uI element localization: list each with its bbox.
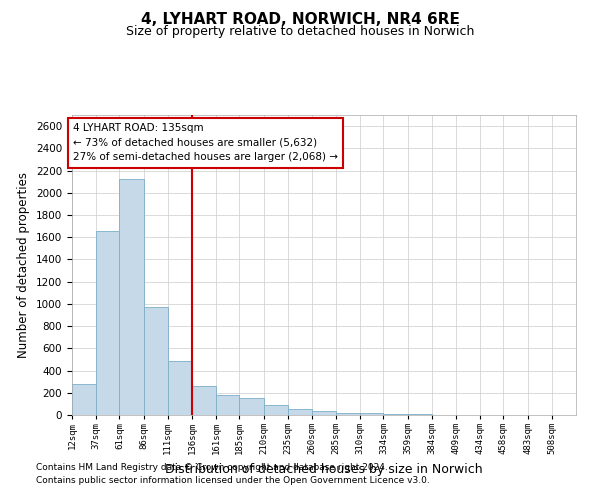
Bar xyxy=(72,384,96,415)
Bar xyxy=(288,409,312,415)
Bar xyxy=(192,386,216,415)
Bar xyxy=(239,398,263,415)
Bar xyxy=(216,395,239,415)
Text: Size of property relative to detached houses in Norwich: Size of property relative to detached ho… xyxy=(126,25,474,38)
Text: Contains public sector information licensed under the Open Government Licence v3: Contains public sector information licen… xyxy=(36,476,430,485)
Bar xyxy=(383,414,407,415)
Bar xyxy=(312,411,336,415)
Bar xyxy=(360,414,383,415)
Bar xyxy=(143,307,168,415)
Text: Contains HM Land Registry data © Crown copyright and database right 2024.: Contains HM Land Registry data © Crown c… xyxy=(36,462,388,471)
Bar xyxy=(119,180,143,415)
Y-axis label: Number of detached properties: Number of detached properties xyxy=(17,172,31,358)
Bar xyxy=(168,360,192,415)
Bar xyxy=(336,413,360,415)
Bar xyxy=(96,230,119,415)
Text: 4, LYHART ROAD, NORWICH, NR4 6RE: 4, LYHART ROAD, NORWICH, NR4 6RE xyxy=(140,12,460,28)
X-axis label: Distribution of detached houses by size in Norwich: Distribution of detached houses by size … xyxy=(165,462,483,475)
Bar xyxy=(263,405,288,415)
Text: 4 LYHART ROAD: 135sqm
← 73% of detached houses are smaller (5,632)
27% of semi-d: 4 LYHART ROAD: 135sqm ← 73% of detached … xyxy=(73,123,338,162)
Bar xyxy=(407,414,432,415)
